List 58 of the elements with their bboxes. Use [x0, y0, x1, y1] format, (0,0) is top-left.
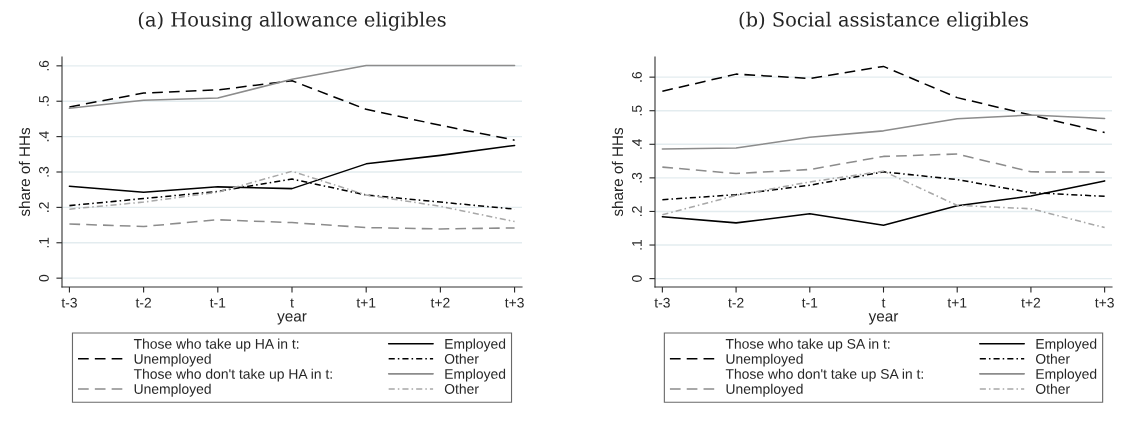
- legend-label: Other: [1035, 383, 1070, 394]
- line-series: [661, 170, 1106, 229]
- x-axis-title: year: [277, 313, 307, 325]
- legend-label: Other: [1035, 353, 1070, 364]
- y-tick-label: .6: [632, 71, 642, 82]
- legend-label: Unemployed: [726, 353, 803, 367]
- y-tick-label: .5: [632, 105, 642, 116]
- chart-title: (b) Social assistance eligibles: [739, 11, 1028, 31]
- legend-label: Employed: [1036, 368, 1097, 382]
- line-series: [68, 64, 516, 110]
- y-axis-title: share of HHs: [18, 127, 31, 217]
- y-tick-label: .3: [632, 172, 642, 183]
- line-series: [661, 114, 1106, 150]
- chart-title: (a) Housing allowance eligibles: [138, 11, 446, 31]
- x-tick-label: t+2: [1021, 297, 1041, 308]
- legend-label: Employed: [1036, 338, 1097, 352]
- legend-label: Unemployed: [134, 353, 211, 367]
- legend-label: Employed: [445, 338, 506, 352]
- text: Those who take up SA in t:: [725, 338, 890, 352]
- x-axis-title: year: [868, 313, 899, 325]
- y-tick-label: .2: [632, 206, 642, 216]
- legend-label: Other: [444, 383, 479, 394]
- legend-label: Unemployed: [134, 383, 211, 397]
- x-tick-label: t-3: [654, 297, 670, 308]
- y-tick-label: .1: [632, 239, 642, 250]
- x-tick-label: t-1: [209, 297, 226, 308]
- legend-label: Employed: [445, 368, 506, 382]
- line-series: [68, 170, 516, 223]
- text: Those who take up HA in t:: [133, 338, 299, 352]
- line-series: [661, 153, 1106, 175]
- x-tick-label: t-2: [728, 297, 744, 308]
- text: Those who don't take up SA in t:: [725, 368, 923, 382]
- x-tick-label: t+3: [504, 297, 524, 308]
- y-tick-label: .1: [39, 237, 49, 248]
- y-tick-label: .4: [632, 138, 642, 149]
- y-tick-label: .2: [39, 202, 49, 212]
- x-tick-label: t-3: [61, 297, 77, 308]
- line-series: [68, 219, 516, 230]
- x-tick-label: t-2: [135, 297, 152, 308]
- text: Those who don't take up HA in t:: [133, 368, 332, 382]
- y-tick-label: .4: [39, 131, 49, 142]
- x-tick-label: t: [881, 298, 886, 308]
- legend-label: Other: [444, 353, 479, 364]
- x-tick-label: t+3: [1094, 297, 1114, 308]
- x-tick-label: t+1: [356, 297, 376, 308]
- y-axis-title: share of HHs: [611, 127, 624, 217]
- line-series: [68, 79, 516, 141]
- y-tick-label: .6: [39, 60, 49, 71]
- y-tick-label: .3: [39, 166, 49, 177]
- legend-label: Unemployed: [726, 383, 803, 397]
- x-tick-label: t+2: [430, 297, 450, 308]
- y-tick-label: .5: [39, 96, 49, 106]
- x-tick-label: t+1: [947, 297, 967, 308]
- y-tick-label: 0: [632, 275, 642, 282]
- y-tick-label: 0: [39, 274, 49, 282]
- x-tick-label: t: [290, 298, 294, 308]
- x-tick-label: t-1: [801, 297, 818, 308]
- line-series: [661, 65, 1106, 134]
